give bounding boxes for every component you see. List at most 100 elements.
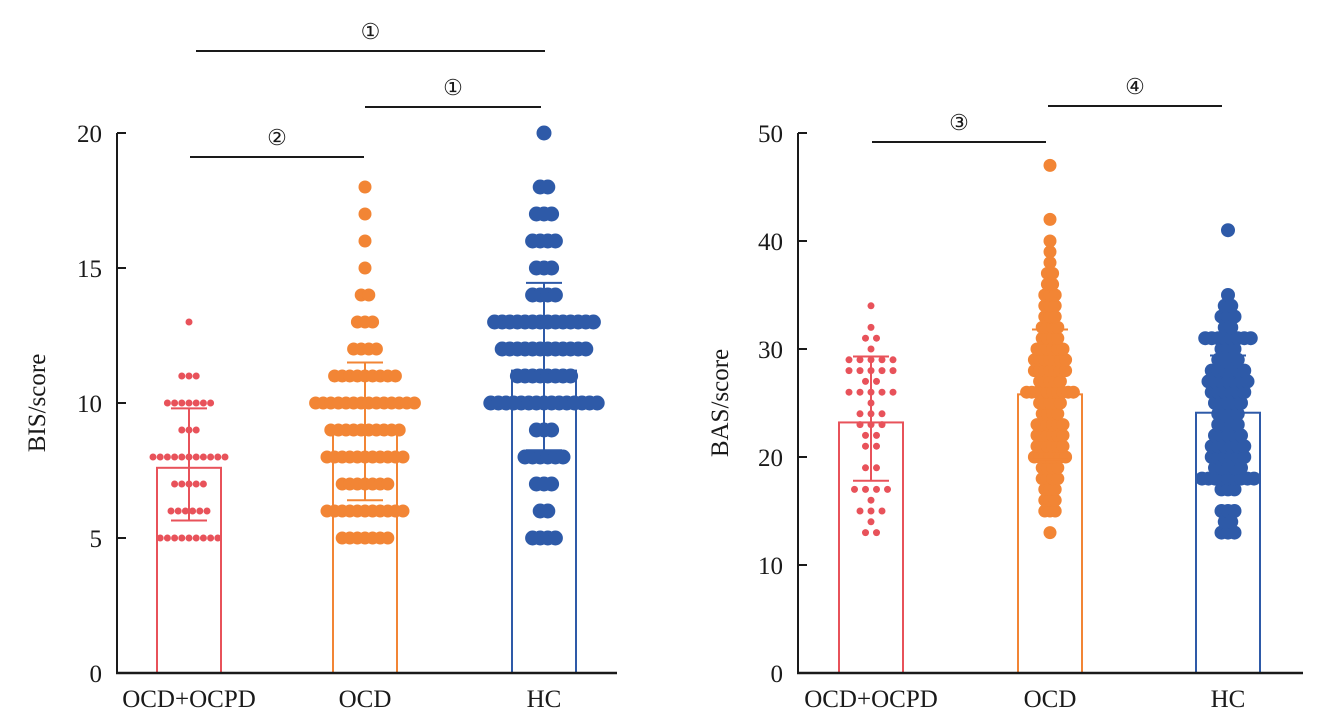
data-point xyxy=(1059,364,1073,378)
data-point xyxy=(1227,504,1242,518)
data-point xyxy=(578,341,594,357)
data-point xyxy=(178,426,186,434)
data-point xyxy=(366,315,380,329)
data-point xyxy=(203,507,211,515)
data-point xyxy=(878,356,886,364)
data-point xyxy=(589,395,605,411)
data-point xyxy=(1048,299,1062,313)
data-point xyxy=(544,476,560,492)
data-point xyxy=(1234,428,1248,443)
data-point xyxy=(1046,277,1060,291)
data-point xyxy=(540,503,556,519)
y-tick-label: 0 xyxy=(90,661,103,688)
data-point xyxy=(163,534,171,542)
data-point xyxy=(873,442,880,450)
y-tick-label: 20 xyxy=(758,445,783,472)
data-point xyxy=(856,388,864,396)
data-point xyxy=(862,334,869,342)
error-bar xyxy=(171,407,207,522)
data-point xyxy=(178,453,186,461)
data-point xyxy=(171,399,179,407)
data-point xyxy=(185,372,193,380)
data-point xyxy=(862,485,869,493)
data-point xyxy=(407,396,421,410)
data-point xyxy=(1234,460,1248,475)
data-point xyxy=(856,507,864,515)
data-point xyxy=(1056,342,1070,356)
data-point xyxy=(199,534,207,542)
y-tick-label: 50 xyxy=(758,121,783,148)
data-point xyxy=(878,367,886,375)
data-point xyxy=(1043,245,1057,259)
significance-bracket: ② xyxy=(190,125,364,158)
data-point xyxy=(873,334,880,342)
data-point xyxy=(1051,472,1065,486)
x-tick-label: OCD+OCPD xyxy=(804,686,938,713)
data-point xyxy=(214,453,222,461)
data-point xyxy=(192,372,200,380)
data-point xyxy=(185,534,193,542)
data-point xyxy=(207,399,215,407)
data-point xyxy=(1224,320,1239,335)
data-point xyxy=(207,534,215,542)
data-point xyxy=(192,399,200,407)
data-point xyxy=(1056,439,1070,453)
data-point xyxy=(1066,385,1080,399)
data-point xyxy=(156,534,164,542)
significance-label: ④ xyxy=(1125,74,1145,99)
data-point xyxy=(171,480,179,488)
data-point xyxy=(174,507,182,515)
data-point xyxy=(1046,266,1060,280)
data-point xyxy=(862,464,869,472)
data-point xyxy=(1224,298,1239,313)
significance-bracket: ① xyxy=(365,75,541,108)
data-point xyxy=(1059,353,1073,367)
significance-label: ① xyxy=(361,19,381,44)
data-point xyxy=(1227,525,1242,540)
data-point xyxy=(1043,158,1057,172)
error-bar xyxy=(526,281,562,452)
data-point xyxy=(867,345,875,353)
data-point xyxy=(1247,471,1261,486)
x-tick-label: HC xyxy=(527,686,562,713)
data-point xyxy=(381,477,395,491)
data-point xyxy=(185,318,193,326)
data-point xyxy=(1048,493,1062,507)
data-point xyxy=(1056,418,1070,432)
data-point xyxy=(1221,288,1235,302)
data-point xyxy=(163,399,171,407)
data-point xyxy=(178,372,186,380)
data-point xyxy=(547,530,563,546)
data-point xyxy=(1227,482,1242,497)
data-point xyxy=(181,507,189,515)
x-tick-label: OCD+OCPD xyxy=(122,686,256,713)
x-tick-label: OCD xyxy=(339,686,392,713)
data-point xyxy=(207,453,215,461)
y-tick-label: 20 xyxy=(77,121,102,148)
data-point xyxy=(1048,288,1062,302)
data-point xyxy=(178,534,186,542)
significance-label: ② xyxy=(267,125,287,150)
y-tick-label: 30 xyxy=(758,337,783,364)
data-point xyxy=(192,426,200,434)
data-point xyxy=(862,442,869,450)
y-tick-label: 15 xyxy=(77,256,102,283)
data-point xyxy=(889,367,897,375)
data-point xyxy=(862,377,869,385)
data-point xyxy=(555,449,571,465)
data-point xyxy=(889,388,897,396)
error-bar xyxy=(347,361,383,502)
data-point xyxy=(585,314,601,330)
data-point xyxy=(1053,396,1067,410)
data-point xyxy=(196,507,204,515)
y-tick-label: 10 xyxy=(758,553,783,580)
data-point xyxy=(1243,331,1258,346)
data-point xyxy=(392,423,406,437)
data-point xyxy=(856,410,864,418)
data-point xyxy=(1230,406,1245,421)
data-point xyxy=(856,421,864,429)
data-point xyxy=(873,485,880,493)
data-point xyxy=(358,261,372,275)
data-point xyxy=(867,323,875,331)
